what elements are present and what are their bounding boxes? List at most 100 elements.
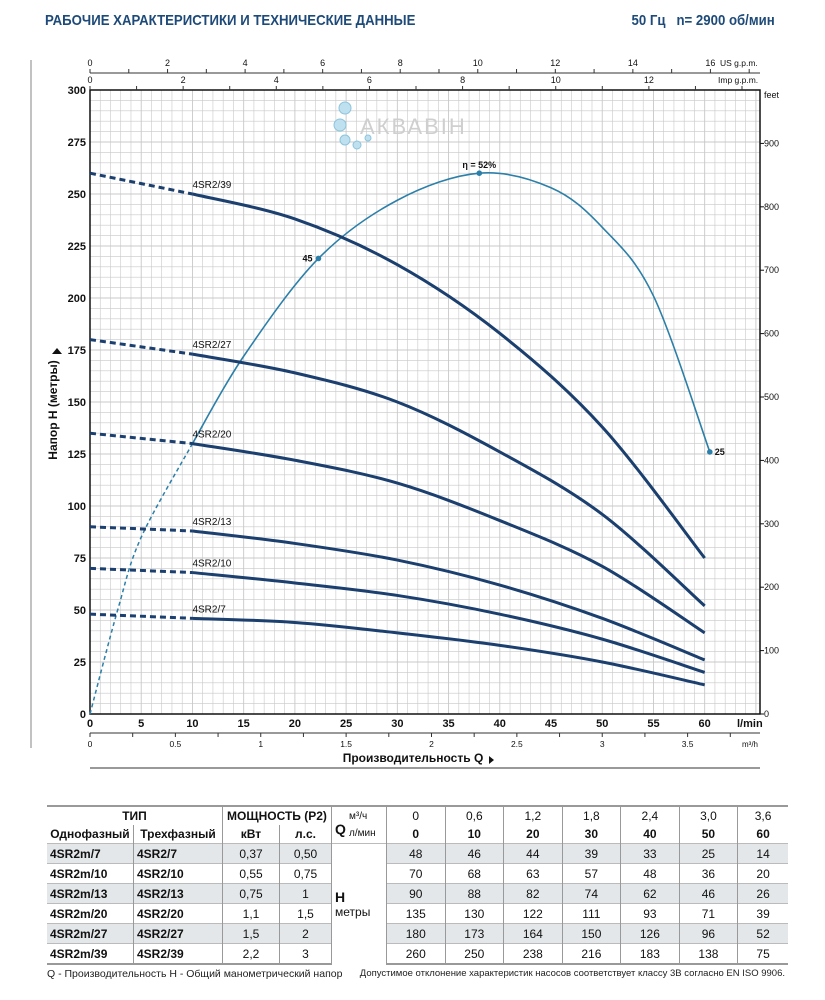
- q-lmin: 10: [445, 825, 505, 844]
- single-phase-model: 4SR2m/7: [47, 843, 134, 864]
- th-single: Однофазный: [47, 825, 134, 844]
- head-curve-4SR2/27: [192, 352, 706, 607]
- head-value: 164: [503, 923, 563, 944]
- single-phase-model: 4SR2m/13: [47, 883, 134, 904]
- head-curve-dashed-4SR2/20: [89, 431, 193, 446]
- h-unit-label: H метры: [331, 843, 387, 964]
- footnote-tolerance: Допустимое отклонение характеристик насо…: [359, 968, 785, 979]
- y-tick-label: 75: [74, 553, 86, 565]
- us-gpm-tick-label: 16: [705, 58, 715, 68]
- head-curve-dashed-4SR2/39: [89, 171, 193, 196]
- head-value: 26: [737, 883, 788, 904]
- table-row: 4SR2m/10 4SR2/10 0,55 0,75 70 68 63 57 48 36 20: [47, 863, 788, 884]
- m3h-tick-label: 3.5: [682, 739, 694, 749]
- head-value: 260: [386, 943, 446, 965]
- page-title: РАБОЧИЕ ХАРАКТЕРИСТИКИ И ТЕХНИЧЕСКИЕ ДАН…: [45, 12, 416, 29]
- th-hp: л.с.: [279, 825, 332, 844]
- efficiency-label: η = 52%: [462, 160, 496, 170]
- us-gpm-tick-label: 8: [398, 58, 403, 68]
- x-tick-label: 55: [647, 718, 659, 730]
- single-phase-model: 4SR2m/10: [47, 863, 134, 884]
- feet-tick-label: 400: [764, 455, 779, 465]
- power-hp: 1,5: [279, 903, 332, 924]
- efficiency-point: [315, 255, 322, 262]
- head-value: 173: [445, 923, 505, 944]
- imp-gpm-tick-label: 8: [460, 75, 465, 85]
- m3h-axis-label: m³/h: [742, 740, 758, 749]
- power-kw: 0,55: [222, 863, 280, 884]
- head-value: 48: [620, 863, 680, 884]
- q-lmin: 20: [503, 825, 563, 844]
- head-curve-4SR2/39: [192, 192, 706, 559]
- y-tick-label: 300: [68, 85, 86, 97]
- three-phase-model: 4SR2/7: [133, 843, 223, 864]
- q-lmin: 0: [386, 825, 446, 844]
- head-value: 39: [562, 843, 622, 864]
- th-kw: кВт: [222, 825, 280, 844]
- x-unit-label: l/min: [737, 718, 763, 730]
- q-lmin: 40: [620, 825, 680, 844]
- y-tick-label: 200: [68, 293, 86, 305]
- m3h-tick-label: 1.5: [340, 739, 352, 749]
- m3h-tick-label: 1: [258, 739, 263, 749]
- feet-tick-label: 600: [764, 329, 779, 339]
- x-tick-label: 35: [442, 718, 454, 730]
- head-value: 111: [562, 903, 622, 924]
- watermark-bubble-icon: [333, 118, 347, 132]
- head-value: 150: [562, 923, 622, 944]
- head-value: 70: [386, 863, 446, 884]
- head-value: 20: [737, 863, 788, 884]
- x-tick-label: 20: [289, 718, 301, 730]
- head-value: 46: [445, 843, 505, 864]
- head-value: 96: [679, 923, 739, 944]
- us-gpm-tick-label: 2: [165, 58, 170, 68]
- series-label: 4SR2/10: [192, 559, 231, 570]
- x-axis-title: Производительность Q: [343, 751, 484, 765]
- efficiency-point: [707, 449, 713, 455]
- table-row: 4SR2m/20 4SR2/20 1,1 1,5 135 130 122 111 93 71…: [47, 903, 788, 924]
- head-value: 63: [503, 863, 563, 884]
- feet-tick-label: 100: [764, 646, 779, 656]
- q-m3h: 2,4: [620, 805, 680, 825]
- head-value: 48: [386, 843, 446, 864]
- us-gpm-tick-label: 10: [473, 58, 483, 68]
- y-tick-label: 0: [80, 709, 86, 721]
- head-value: 180: [386, 923, 446, 944]
- q-lmin: 60: [756, 827, 770, 841]
- x-tick-label: 60: [699, 718, 711, 730]
- head-value: 75: [737, 943, 788, 965]
- head-value: 52: [737, 923, 788, 944]
- head-value: 68: [445, 863, 505, 884]
- single-phase-model: 4SR2m/27: [47, 923, 134, 944]
- m3h-tick-label: 0.5: [169, 739, 181, 749]
- x-tick-label: 25: [340, 718, 352, 730]
- th-type: ТИП: [47, 805, 223, 825]
- watermark-bubble-icon: [352, 140, 362, 150]
- frequency: 50 Гц: [631, 12, 666, 29]
- y-axis-title: Напор H (метры): [46, 360, 60, 459]
- watermark-logo: АКВАВІН: [360, 114, 467, 139]
- head-value: 122: [503, 903, 563, 924]
- feet-tick-label: 500: [764, 392, 779, 402]
- watermark-bubble-icon: [339, 134, 351, 146]
- efficiency-curve-dashed: [89, 443, 194, 715]
- q-m3h: 0,6: [445, 805, 505, 825]
- power-kw: 0,37: [222, 843, 280, 864]
- x-tick-label: 5: [138, 718, 144, 730]
- us-gpm-tick-label: 4: [243, 58, 248, 68]
- q-m3h: 3,0: [679, 805, 739, 825]
- x-tick-label: 30: [391, 718, 403, 730]
- three-phase-model: 4SR2/20: [133, 903, 223, 924]
- imp-gpm-axis-label: Imp g.p.m.: [718, 75, 758, 85]
- head-value: 25: [679, 843, 739, 864]
- head-value: 238: [503, 943, 563, 965]
- head-curve-dashed-4SR2/7: [89, 612, 193, 620]
- power-hp: 1: [279, 883, 332, 904]
- head-curve-dashed-4SR2/13: [89, 525, 193, 533]
- power-kw: 1,5: [222, 923, 280, 944]
- head-value: 93: [620, 903, 680, 924]
- head-curve-4SR2/7: [192, 616, 706, 687]
- y-tick-label: 175: [68, 345, 86, 357]
- x-tick-label: 45: [545, 718, 557, 730]
- y-tick-label: 125: [68, 449, 86, 461]
